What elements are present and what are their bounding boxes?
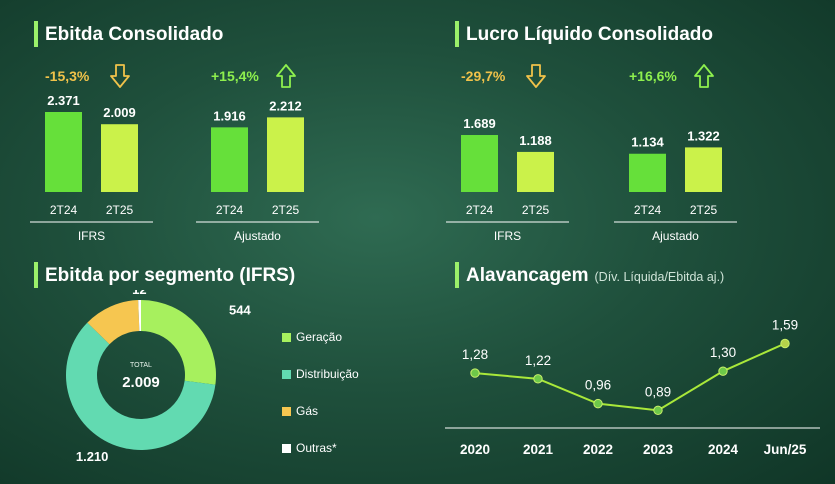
data-point [653, 405, 663, 416]
slice-value-label: 544 [229, 302, 251, 317]
data-point [470, 368, 480, 378]
change-label: -29,7% [461, 68, 506, 84]
data-point [718, 366, 728, 376]
x-tick-label: Jun/25 [764, 442, 807, 457]
legend-label: Geração [296, 330, 343, 344]
x-tick-label: 2T24 [466, 203, 494, 217]
legend-swatch [282, 444, 291, 453]
segmento-legend: Geração Distribuição Gás Outras* [282, 330, 402, 460]
slice-value-label: 1.210 [76, 449, 109, 464]
slice-value-label: 243 [88, 290, 110, 293]
data-point [533, 374, 543, 384]
x-tick-label: 2024 [708, 442, 739, 457]
x-tick-label: 2T25 [690, 203, 718, 217]
alavancagem-title: Alavancagem [466, 265, 589, 286]
change-label: +16,6% [629, 68, 677, 84]
bar-value-label: 2.212 [269, 98, 302, 113]
x-tick-label: 2023 [643, 442, 674, 457]
legend-item: Outras* [282, 441, 337, 455]
bar [685, 147, 722, 192]
x-tick-label: 2T24 [50, 203, 78, 217]
group-label: IFRS [78, 229, 105, 243]
slice-value-label: 12 [132, 290, 146, 297]
title-accent-bar [455, 21, 459, 47]
alavancagem-subtitle: (Dív. Líquida/Ebitda aj.) [594, 270, 725, 284]
arrow-up-icon [694, 64, 714, 88]
x-tick-label: 2021 [523, 442, 554, 457]
point-value-label: 1,28 [462, 347, 488, 362]
legend-label: Distribuição [296, 367, 359, 381]
x-tick-label: 2T25 [272, 203, 300, 217]
x-tick-label: 2022 [583, 442, 613, 457]
bar-value-label: 2.009 [103, 105, 136, 120]
legend-item: Gás [282, 404, 318, 418]
point-value-label: 1,22 [525, 353, 551, 368]
segmento-donut-chart: 544 1.210 243 12 TOTAL 2.009 [66, 290, 252, 464]
legend-item: Distribuição [282, 367, 359, 381]
arrow-down-icon [526, 64, 546, 88]
legend-swatch [282, 370, 291, 379]
x-tick-label: 2T24 [634, 203, 662, 217]
data-point [593, 398, 603, 409]
bar-value-label: 1.322 [687, 128, 720, 143]
ebitda-bar-chart: -15,3%2.3712T242.0092T25IFRS+15,4%1.9162… [30, 64, 319, 243]
x-tick-label: 2T25 [106, 203, 134, 217]
donut-slice [87, 300, 140, 345]
point-value-label: 1,59 [772, 318, 798, 333]
bar [461, 135, 498, 192]
data-point [780, 338, 790, 349]
group-label: Ajustado [234, 229, 281, 243]
change-label: +15,4% [211, 68, 259, 84]
title-accent-bar [34, 21, 38, 47]
donut-center-value: 2.009 [122, 374, 160, 391]
point-value-label: 1,30 [710, 345, 736, 360]
bar [45, 112, 82, 192]
alavancagem-line-chart: 1,28 1,22 0,96 0,89 1,30 1,59 2020 2021 2022 2023… [445, 318, 820, 457]
lucro-title: Lucro Líquido Consolidado [466, 24, 713, 45]
leverage-line [474, 342, 786, 412]
bar [517, 151, 554, 192]
point-value-label: 0,96 [585, 378, 611, 393]
bar-value-label: 1.188 [519, 133, 552, 148]
bar-value-label: 2.371 [47, 93, 80, 108]
title-accent-bar [455, 262, 459, 288]
title-accent-bar [34, 262, 38, 288]
x-tick-label: 2T24 [216, 203, 244, 217]
bar [211, 127, 248, 192]
legend-item: Geração [282, 330, 342, 344]
donut-slice [66, 322, 216, 450]
ebitda-title: Ebitda Consolidado [45, 24, 224, 45]
bar-value-label: 1.916 [213, 108, 246, 123]
group-label: Ajustado [652, 229, 699, 243]
bar-value-label: 1.689 [463, 116, 496, 131]
alavancagem-title-text: Alavancagem (Dív. Líquida/Ebitda aj.) [466, 265, 724, 287]
x-tick-label: 2020 [460, 442, 490, 457]
group-label: IFRS [494, 229, 521, 243]
donut-center-label: TOTAL [130, 362, 152, 369]
lucro-bar-chart: -29,7%1.6892T241.1882T25IFRS+16,6%1.1342… [446, 64, 737, 243]
legend-label: Outras* [296, 441, 337, 455]
bar [629, 153, 666, 192]
bar [267, 117, 304, 192]
arrow-up-icon [276, 64, 296, 88]
donut-slice [141, 300, 217, 385]
legend-swatch [282, 407, 291, 416]
arrow-down-icon [110, 64, 130, 88]
legend-swatch [282, 333, 291, 342]
bar-value-label: 1.134 [631, 135, 664, 150]
segmento-title: Ebitda por segmento (IFRS) [45, 265, 296, 286]
point-value-label: 0,89 [645, 384, 671, 399]
donut-slice [138, 300, 141, 332]
legend-label: Gás [296, 404, 319, 418]
x-tick-label: 2T25 [522, 203, 550, 217]
bar [101, 124, 138, 192]
change-label: -15,3% [45, 68, 90, 84]
